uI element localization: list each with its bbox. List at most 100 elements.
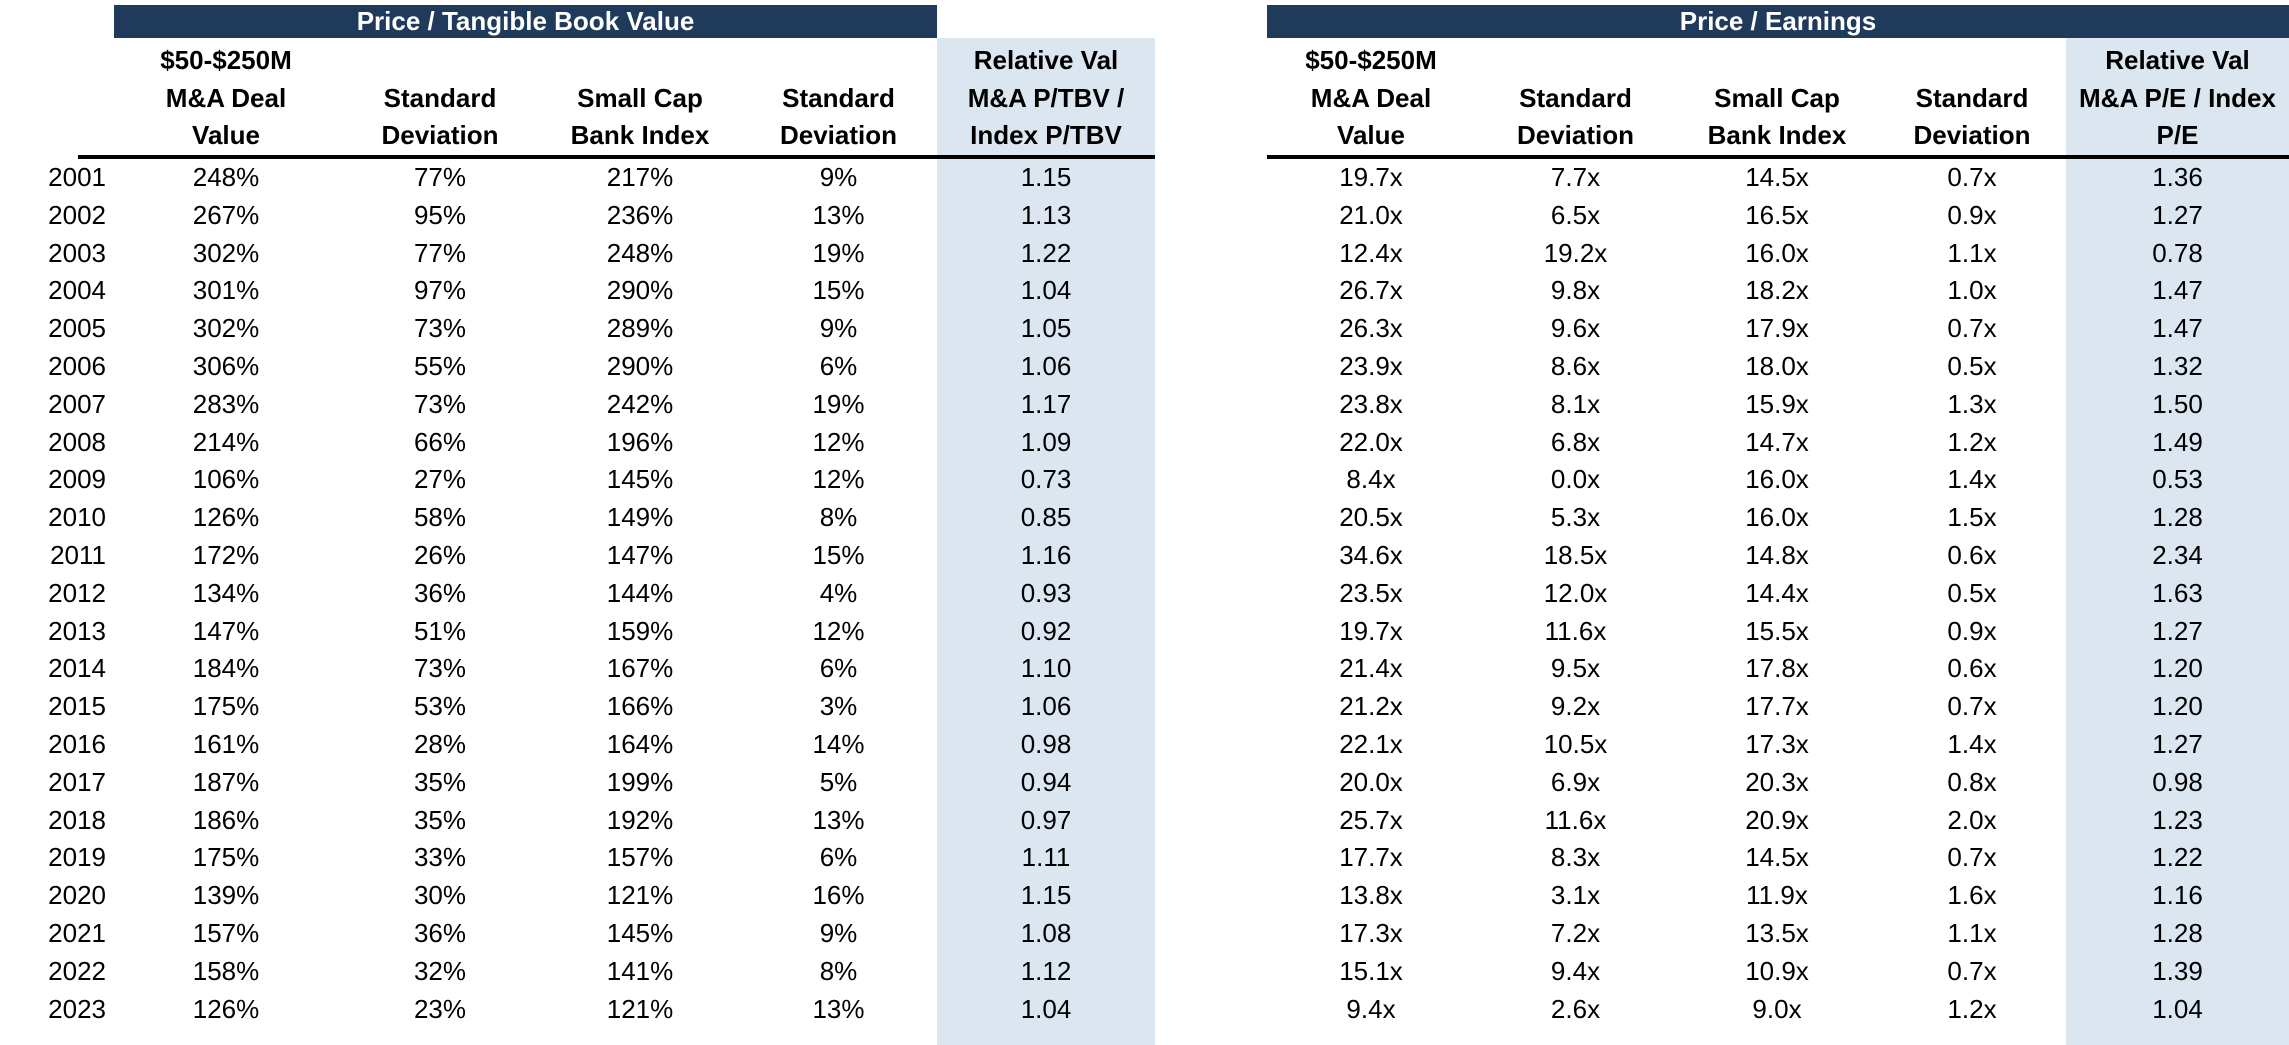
table-cell: 23.9x [1339,350,1403,381]
column-header-line: Relative Val [2105,45,2250,75]
column-header-line [1878,42,2066,80]
table-cell: 1.23 [2152,804,2203,835]
table-cell: 16.0x [1745,502,1809,533]
table-cell: 199% [606,766,674,797]
table-cell: 19% [812,388,865,419]
table-cell: 106% [192,464,260,495]
table-cell: 217% [606,162,674,192]
table-cell: 175% [192,691,260,722]
column-header: Small Cap Bank Index [1676,42,1878,155]
year-label: 2007 [48,388,106,419]
table-cell: 6% [819,653,858,684]
table-cell: 9.4x [1346,993,1396,1024]
table-cell: 58% [413,502,467,533]
table-cell: 97% [413,275,467,306]
year-label: 2010 [48,502,106,533]
table-cell: 28% [413,728,467,759]
table-cell: 23.8x [1339,388,1403,419]
table-cell: 187% [192,766,260,797]
table-cell: 26.3x [1339,313,1403,344]
table-cell: 22.1x [1339,728,1403,759]
table-cell: 16.5x [1745,199,1809,230]
column-header-line: $50-$250M [1305,45,1437,75]
table-cell: 10.9x [1745,955,1809,986]
table-cell: 236% [606,199,674,230]
table-cell: 301% [192,275,260,306]
table-cell: 32% [413,955,467,986]
table-cell: 17.9x [1745,313,1809,344]
column-header: Relative Val M&A P/TBV / Index P/TBV [937,42,1155,155]
table-cell: 18.0x [1745,350,1809,381]
table-cell: 1.04 [1020,275,1072,306]
table-cell: 9.4x [1550,955,1601,986]
column-header-line: M&A P/TBV / [967,82,1125,113]
table-cell: 1.12 [1020,955,1072,986]
pe-highlight-column-bg [2066,38,2289,1045]
table-cell: 15.5x [1745,615,1809,646]
table-cell: 3% [819,691,858,722]
table-cell: 20.5x [1339,502,1403,533]
year-label: 2003 [48,237,106,268]
column-header-line: Bank Index [570,120,710,151]
table-cell: 0.9x [1947,615,1997,646]
table-cell: 1.28 [2152,502,2203,533]
table-cell: 15.1x [1339,955,1403,986]
table-cell: 36% [413,577,467,608]
table-cell: 20.3x [1745,766,1809,797]
column-header-line: $50-$250M [160,45,292,75]
table-cell: 9% [819,917,858,948]
table-cell: 1.15 [1020,162,1072,192]
table-cell: 0.7x [1947,313,1997,344]
table-cell: 1.27 [2152,615,2203,646]
table-cell: 1.15 [1020,880,1072,911]
column-header: Relative Val M&A P/E / Index P/E [2066,42,2289,155]
table-cell: 1.32 [2152,350,2203,381]
column-header-line: Standard [383,82,497,113]
table-cell: 1.11 [1021,842,1071,873]
table-cell: 2.0x [1947,804,1997,835]
column-header-line: Standard [1915,82,2029,113]
table-cell: 12% [812,464,865,495]
table-cell: 184% [192,653,260,684]
table-cell: 5% [819,766,858,797]
table-cell: 14.7x [1745,426,1809,457]
table-cell: 55% [413,350,467,381]
table-cell: 33% [413,842,467,873]
table-cell: 16.0x [1745,464,1809,495]
table-cell: 13% [812,199,865,230]
year-label: 2019 [48,842,106,873]
table-cell: 21.2x [1339,691,1403,722]
table-cell: 12.0x [1543,577,1608,608]
table-cell: 11.9x [1746,880,1808,911]
table-cell: 1.1x [1947,237,1997,268]
table-cell: 141% [606,955,674,986]
table-cell: 1.27 [2152,728,2203,759]
table-cell: 1.2x [1947,426,1997,457]
table-cell: 23.5x [1339,577,1403,608]
table-cell: 13.5x [1745,917,1809,948]
table-cell: 0.98 [1020,728,1072,759]
table-cell: 95% [413,199,467,230]
table-cell: 25.7x [1339,804,1403,835]
table-cell: 0.78 [2152,237,2203,268]
column-header: Standard Deviation [1475,42,1676,155]
table-cell: 17.7x [1745,691,1809,722]
year-label: 2017 [48,766,106,797]
year-label: 2006 [48,350,106,381]
year-label: 2005 [48,313,106,344]
table-cell: 77% [413,162,467,192]
table-cell: 134% [192,577,260,608]
table-cell: 248% [606,237,674,268]
table-cell: 161% [192,728,260,759]
table-cell: 196% [606,426,674,457]
column-header-line: Value [1337,120,1405,151]
table-cell: 9% [819,313,858,344]
table-cell: 11.6x [1544,804,1607,835]
table-cell: 73% [413,388,467,419]
column-header-line: Relative Val [973,45,1119,75]
table-cell: 9% [819,162,858,192]
table-cell: 121% [606,880,674,911]
table-cell: 1.27 [2152,199,2203,230]
table-cell: 0.8x [1947,766,1997,797]
table-cell: 3.1x [1550,880,1601,911]
